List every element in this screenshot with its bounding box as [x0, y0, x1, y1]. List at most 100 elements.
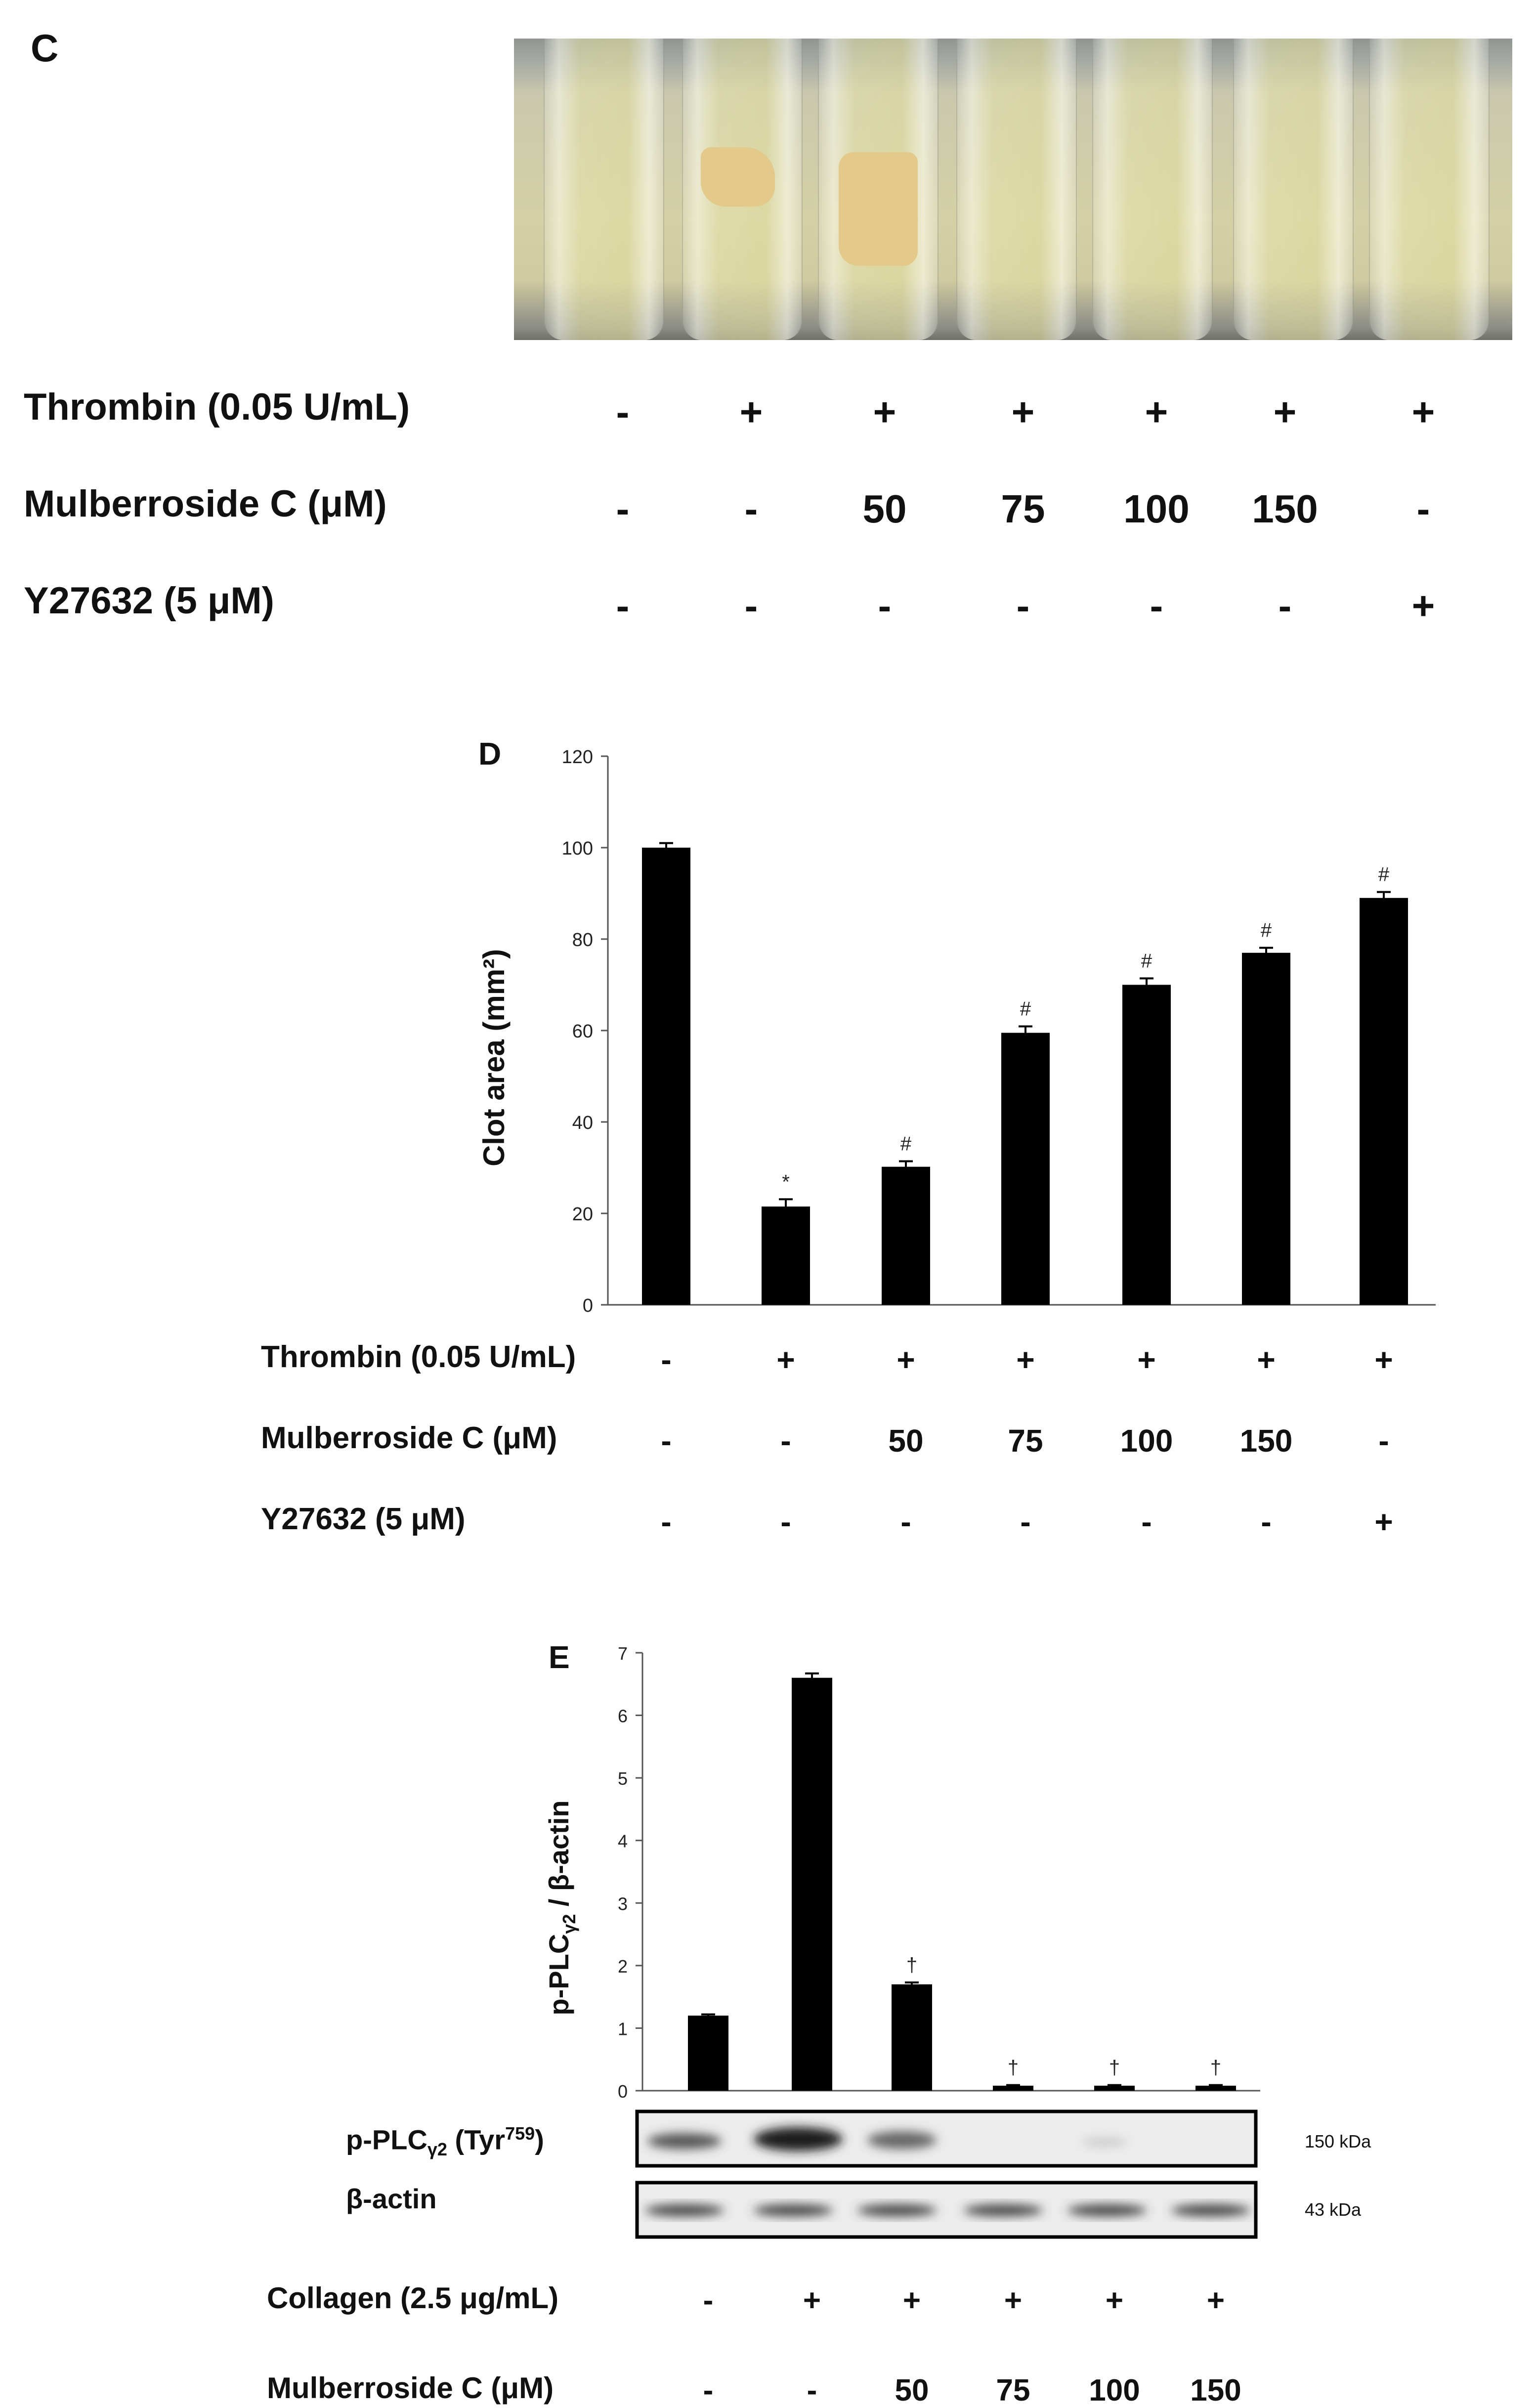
condition-label: Mulberroside C (μM)	[267, 2371, 554, 2405]
condition-value: -	[1150, 584, 1163, 628]
panel-label-e: E	[549, 1639, 570, 1675]
condition-value: +	[1374, 1504, 1393, 1540]
significance-mark: *	[782, 1171, 790, 1193]
bar	[792, 1677, 832, 2091]
condition-value: 150	[1190, 2373, 1241, 2408]
condition-value: +	[1273, 390, 1297, 434]
y-tick-label: 3	[618, 1893, 628, 1914]
bar	[1242, 952, 1290, 1305]
blot-row-label-actin: β-actin	[346, 2183, 437, 2214]
bar	[993, 2085, 1033, 2091]
bar	[1001, 1032, 1050, 1305]
condition-value: +	[1137, 1342, 1156, 1377]
condition-value: -	[1278, 584, 1292, 628]
bar	[1360, 898, 1408, 1305]
bar	[882, 1166, 930, 1305]
condition-value: -	[616, 487, 630, 531]
y-tick-label: 4	[618, 1831, 628, 1851]
y-axis-title-main: p-PLC	[543, 1934, 574, 2016]
y-tick-label: 6	[618, 1706, 628, 1726]
bar	[642, 848, 690, 1305]
significance-mark: #	[1378, 864, 1390, 886]
y-axis-title: p-PLCγ2 / β-actin	[543, 1800, 579, 2015]
condition-value: +	[902, 2283, 921, 2318]
condition-value: +	[1257, 1342, 1276, 1377]
pplc-bands	[647, 2127, 1127, 2151]
condition-value: +	[1411, 584, 1435, 628]
y-axis-title-sub: γ2	[559, 1914, 579, 1934]
condition-value: +	[1411, 390, 1435, 434]
condition-value: 150	[1239, 1423, 1293, 1459]
condition-label: Y27632 (5 μM)	[261, 1502, 466, 1536]
panel-label-c: C	[31, 26, 59, 70]
bar	[892, 1984, 932, 2091]
bar	[1094, 2085, 1135, 2091]
y-tick-label: 1	[618, 2019, 628, 2039]
condition-value: +	[1011, 390, 1035, 434]
y-tick-label: 0	[583, 1295, 593, 1316]
blot-bands	[635, 2109, 1258, 2239]
y-tick-label: 5	[618, 1768, 628, 1789]
condition-value: +	[873, 390, 896, 434]
condition-value: -	[1141, 1504, 1152, 1540]
condition-value: -	[900, 1504, 911, 1540]
condition-value: -	[807, 2373, 817, 2408]
condition-value: +	[896, 1342, 915, 1377]
significance-mark: †	[1109, 2057, 1120, 2079]
condition-value: 75	[996, 2373, 1030, 2408]
kda-label-150: 150 kDa	[1305, 2131, 1371, 2151]
y-tick-label: 2	[618, 1956, 628, 1977]
bar	[688, 2016, 728, 2091]
condition-value: 100	[1089, 2373, 1140, 2408]
bar	[762, 1206, 810, 1305]
significance-mark: #	[1261, 920, 1272, 942]
condition-value: 50	[895, 2373, 929, 2408]
y-tick-label: 120	[562, 747, 593, 768]
significance-mark: #	[1020, 998, 1031, 1020]
significance-mark: †	[1210, 2057, 1221, 2079]
condition-value: -	[703, 2373, 714, 2408]
condition-value: -	[1020, 1504, 1031, 1540]
condition-value: -	[661, 1504, 672, 1540]
condition-value: -	[744, 584, 758, 628]
y-tick-label: 100	[562, 838, 593, 859]
y-tick-label: 40	[572, 1113, 593, 1133]
panel-label-d: D	[478, 736, 502, 772]
condition-label: Thrombin (0.05 U/mL)	[24, 386, 410, 428]
condition-value: +	[1145, 390, 1168, 434]
condition-value: 50	[862, 487, 907, 531]
condition-value: +	[803, 2283, 821, 2318]
condition-value: +	[776, 1342, 795, 1377]
y-axis-title-rest: / β-actin	[543, 1800, 574, 1914]
y-tick-label: 20	[572, 1204, 593, 1225]
condition-value: 100	[1123, 487, 1190, 531]
condition-value: +	[1004, 2283, 1023, 2318]
condition-value: 100	[1120, 1423, 1173, 1459]
condition-label: Collagen (2.5 μg/mL)	[267, 2281, 559, 2315]
condition-value: +	[1016, 1342, 1035, 1377]
y-tick-label: 0	[618, 2081, 628, 2102]
significance-mark: #	[900, 1133, 912, 1155]
condition-value: 75	[1008, 1423, 1043, 1459]
condition-label: Mulberroside C (μM)	[24, 483, 387, 525]
condition-value: -	[703, 2283, 714, 2318]
clot-retraction-tubes-photo	[514, 39, 1512, 340]
condition-value: 150	[1252, 487, 1318, 531]
condition-value: -	[744, 487, 758, 531]
condition-value: 50	[888, 1423, 924, 1459]
condition-value: -	[661, 1423, 672, 1459]
actin-bands	[645, 2204, 1250, 2216]
bar	[1122, 985, 1171, 1305]
condition-value: -	[616, 390, 630, 434]
plc-bar-chart: 0 1 2 3 4 5 6 7 † † † † p-PLCγ2 / β-actin	[543, 1643, 1260, 2102]
condition-value: -	[661, 1342, 672, 1377]
significance-mark: †	[1008, 2057, 1019, 2079]
condition-value: 75	[1001, 487, 1045, 531]
western-blot: p-PLCγ2 (Tyr759) β-actin 150 kDa 43 kDa	[346, 2106, 1433, 2239]
condition-label: Thrombin (0.05 U/mL)	[261, 1340, 576, 1374]
condition-value: -	[1261, 1504, 1272, 1540]
condition-value: -	[1016, 584, 1030, 628]
y-axis-title: Clot area (mm²)	[477, 949, 511, 1166]
condition-value: +	[1105, 2283, 1124, 2318]
y-tick-label: 80	[572, 930, 593, 950]
